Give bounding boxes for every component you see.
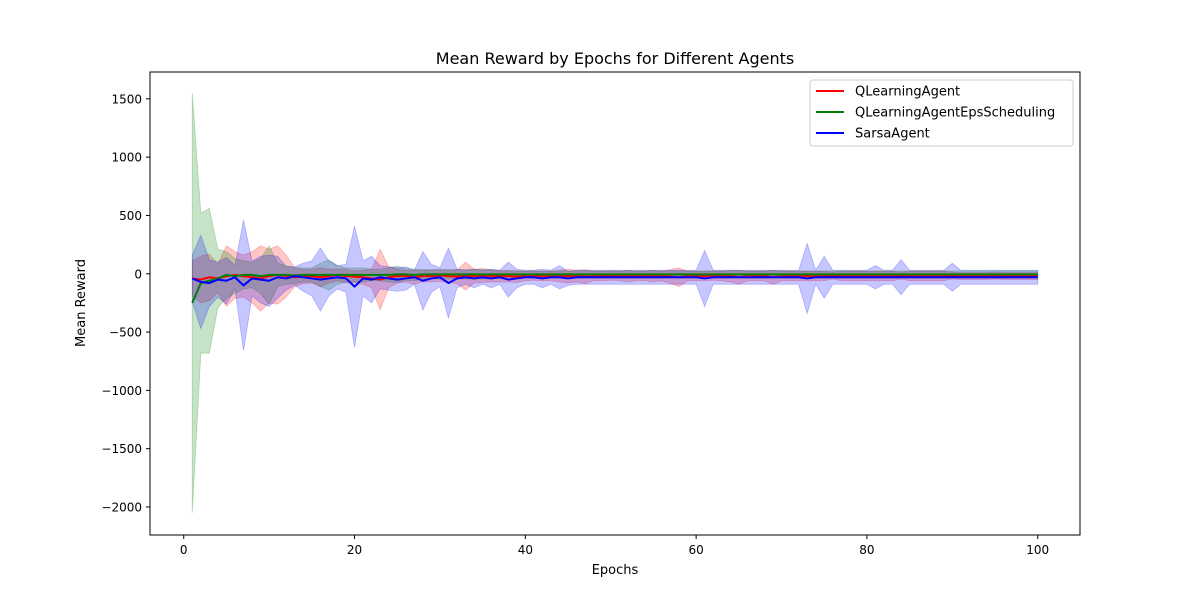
chart-title: Mean Reward by Epochs for Different Agen… — [436, 49, 794, 68]
legend-label: SarsaAgent — [855, 127, 930, 142]
x-axis-label: Epochs — [592, 563, 639, 578]
legend-label: QLearningAgent — [855, 85, 960, 100]
legend: QLearningAgent QLearningAgentEpsSchedulin… — [809, 79, 1074, 147]
axes-frame — [149, 71, 1081, 536]
band-qlearningagent — [191, 245, 1039, 312]
legend-label: QLearningAgentEpsScheduling — [855, 106, 1055, 121]
band-sarsaagent — [191, 220, 1039, 351]
y-tick-label: 0 — [134, 267, 142, 281]
x-tick-label: 60 — [688, 543, 703, 557]
y-axis-ticks: 1500 1000 500 0 −500 −1000 −1500 −2000 — [101, 92, 150, 515]
x-tick-label: 40 — [518, 543, 533, 557]
y-tick-label: −1500 — [101, 442, 142, 456]
x-tick-label: 0 — [180, 543, 188, 557]
x-axis-ticks: 0 20 40 60 80 100 — [180, 535, 1049, 557]
y-axis-label: Mean Reward — [74, 259, 89, 347]
y-tick-label: 500 — [119, 209, 142, 223]
plot-area — [191, 92, 1039, 513]
y-tick-label: −2000 — [101, 501, 142, 515]
line-qlearningagentepsscheduling — [191, 273, 1038, 304]
y-tick-label: 1000 — [111, 151, 142, 165]
y-tick-label: −500 — [109, 326, 142, 340]
x-tick-label: 20 — [347, 543, 362, 557]
y-tick-label: −1000 — [101, 384, 142, 398]
legend-box — [809, 79, 1074, 147]
line-sarsaagent — [191, 275, 1038, 288]
y-tick-label: 1500 — [111, 92, 142, 106]
x-tick-label: 100 — [1026, 543, 1049, 557]
x-tick-label: 80 — [859, 543, 874, 557]
